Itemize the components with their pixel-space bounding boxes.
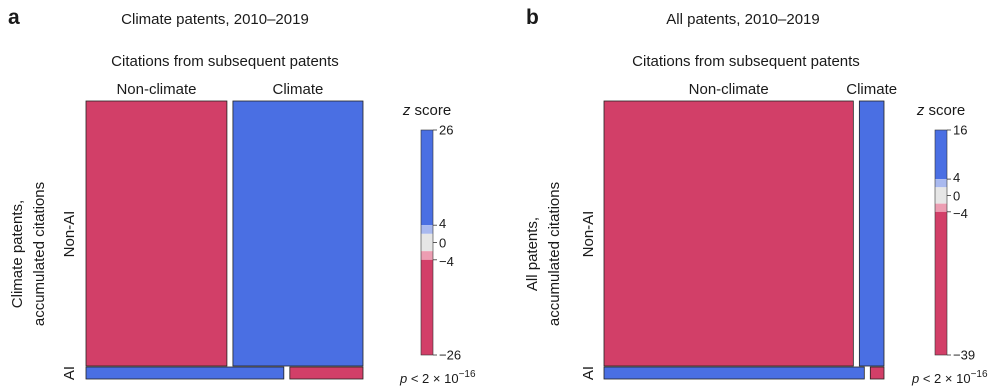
colorbar-tick-label: −4 (439, 254, 454, 269)
p-value: p < 2 × 10−16 (399, 369, 476, 386)
colorbar-segment (935, 211, 947, 355)
colorbar-tick-label: −4 (953, 206, 968, 221)
colorbar-frame (934, 129, 948, 356)
row-label: Non-AI (580, 211, 597, 258)
p-exponent: −16 (459, 369, 476, 380)
mosaic-cell (858, 100, 885, 367)
column-axis-title: Citations from subsequent patents (632, 53, 860, 70)
column-label: Non-climate (116, 81, 196, 98)
colorbar-segment (421, 259, 433, 355)
colorbar-segment (421, 251, 433, 260)
colorbar-title-rest: score (410, 102, 451, 119)
p-exponent: −16 (971, 369, 988, 380)
mosaic-cell (869, 366, 885, 380)
panel-a: a Climate patents, 2010–2019 Citations fro… (8, 6, 476, 386)
colorbar-tick-label: 16 (953, 123, 967, 138)
colorbar-tick-label: 26 (439, 123, 453, 138)
panel-title: All patents, 2010–2019 (666, 11, 819, 28)
colorbar-segment (935, 179, 947, 188)
colorbar-segment (421, 225, 433, 234)
mosaic-cell (603, 100, 854, 367)
mosaic-cell (232, 100, 364, 367)
column-label: Climate (846, 81, 897, 98)
colorbar-title-z: z (402, 102, 411, 119)
row-axis-title: Climate patents, (9, 200, 26, 308)
panel-b: b All patents, 2010–2019 Citations from su… (524, 6, 988, 386)
colorbar-title: z score (916, 102, 965, 119)
column-label: Non-climate (689, 81, 769, 98)
p-text: < 2 × 10 (407, 371, 458, 386)
colorbar-title: z score (402, 102, 451, 119)
mosaic-cell (85, 366, 285, 380)
colorbar-tick-label: 0 (953, 188, 960, 203)
p-text: < 2 × 10 (919, 371, 970, 386)
colorbar-tick-label: −39 (953, 348, 975, 363)
row-axis-title: accumulated citations (546, 182, 563, 326)
row-label: AI (61, 366, 78, 380)
colorbar-segment (935, 203, 947, 212)
panel-title: Climate patents, 2010–2019 (121, 11, 309, 28)
row-axis-title: accumulated citations (31, 182, 48, 326)
colorbar-segment (421, 130, 433, 226)
mosaic-cell (603, 366, 865, 380)
colorbar-tick-label: 4 (953, 170, 960, 185)
row-label: Non-AI (61, 211, 78, 258)
colorbar-segment (935, 187, 947, 204)
column-label: Climate (273, 81, 324, 98)
row-axis-title: All patents, (524, 217, 541, 291)
panel-letter: a (8, 6, 20, 29)
mosaic-cell (289, 366, 364, 380)
panel-letter: b (526, 6, 539, 29)
p-symbol: p (399, 371, 407, 386)
colorbar-segment (935, 130, 947, 180)
mosaic-cell (85, 100, 228, 367)
colorbar-segment (421, 233, 433, 252)
colorbar-tick-label: −26 (439, 348, 461, 363)
colorbar-tick-label: 0 (439, 236, 446, 251)
p-symbol: p (911, 371, 919, 386)
colorbar-title-rest: score (924, 102, 965, 119)
p-value: p < 2 × 10−16 (911, 369, 988, 386)
row-label: AI (580, 366, 597, 380)
colorbar-tick-label: 4 (439, 216, 446, 231)
colorbar-title-z: z (916, 102, 925, 119)
column-axis-title: Citations from subsequent patents (111, 53, 339, 70)
